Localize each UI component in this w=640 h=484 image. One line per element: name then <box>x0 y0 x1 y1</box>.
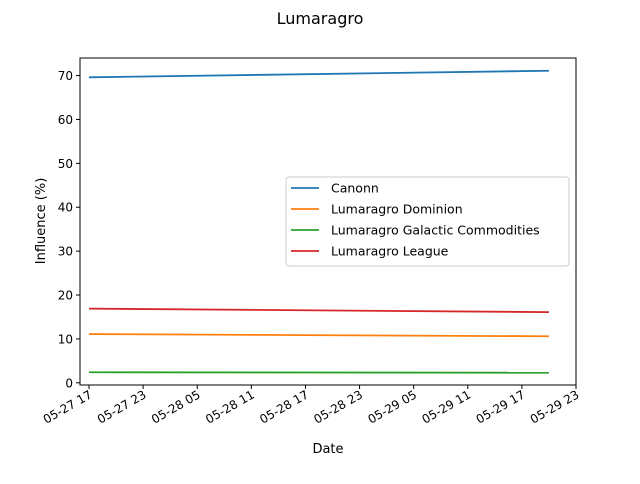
x-tick-label: 05-29 23 <box>528 387 582 426</box>
x-tick-label: 05-27 23 <box>95 387 149 426</box>
x-tick-label: 05-29 11 <box>420 387 474 426</box>
series-line-3 <box>89 309 549 313</box>
x-tick-label: 05-29 17 <box>474 387 528 426</box>
chart-title: Lumaragro <box>277 9 364 28</box>
x-tick-label: 05-29 05 <box>365 387 419 426</box>
series-line-0 <box>89 71 549 78</box>
y-tick-label: 70 <box>58 69 73 83</box>
legend-label-0: Canonn <box>331 181 379 196</box>
x-tick-label: 05-28 05 <box>149 387 203 426</box>
y-axis: 0 10 20 30 40 50 60 70 <box>58 69 80 390</box>
y-tick-label: 40 <box>58 201 73 215</box>
y-tick-label: 60 <box>58 113 73 127</box>
x-axis-label: Date <box>312 442 343 457</box>
y-tick-label: 20 <box>58 289 73 303</box>
y-tick-label: 0 <box>65 376 73 390</box>
y-tick-label: 50 <box>58 157 73 171</box>
x-tick-label: 05-27 17 <box>41 387 95 426</box>
series-line-1 <box>89 334 549 336</box>
y-tick-label: 30 <box>58 245 73 259</box>
legend: Canonn Lumaragro Dominion Lumaragro Galact… <box>286 177 569 266</box>
x-tick-label: 05-28 11 <box>203 387 257 426</box>
x-tick-label: 05-28 17 <box>257 387 311 426</box>
x-tick-label: 05-28 23 <box>311 387 365 426</box>
legend-label-1: Lumaragro Dominion <box>331 202 463 217</box>
y-axis-label: Influence (%) <box>34 178 49 265</box>
y-tick-label: 10 <box>58 332 73 346</box>
legend-label-2: Lumaragro Galactic Commodities <box>331 223 540 238</box>
legend-label-3: Lumaragro League <box>331 244 449 259</box>
